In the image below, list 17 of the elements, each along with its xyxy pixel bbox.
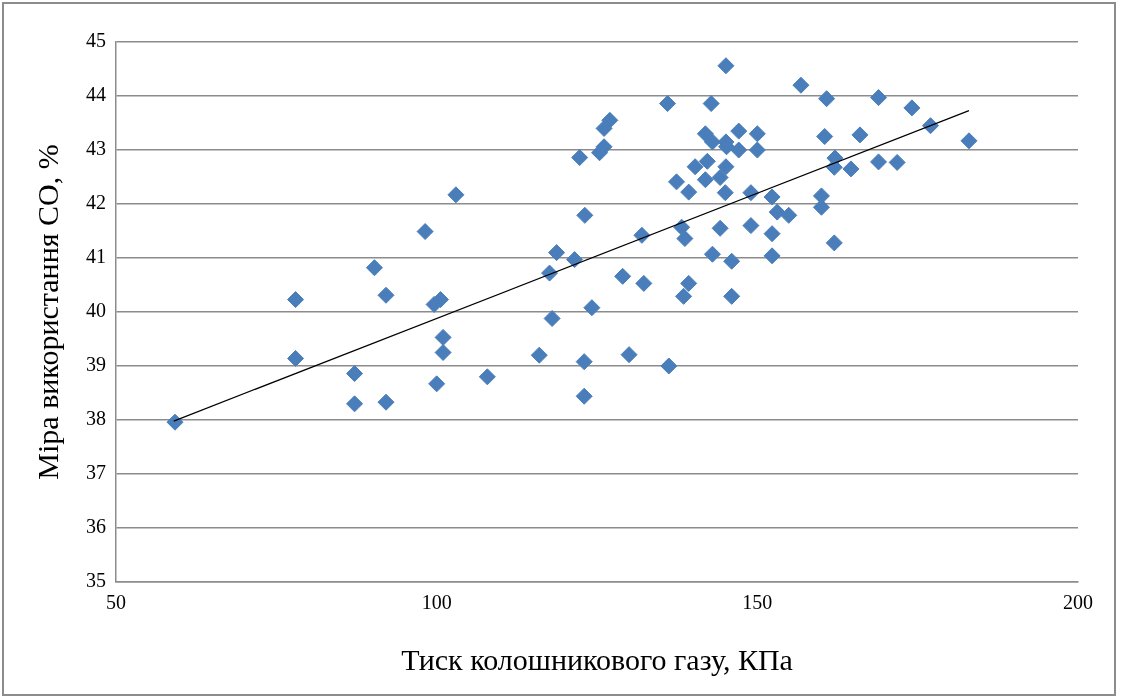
y-tick-label: 36	[86, 515, 106, 538]
y-tick-label: 42	[86, 191, 106, 214]
y-tick-label: 43	[86, 137, 106, 160]
y-tick-label: 44	[86, 83, 106, 106]
y-tick-label: 45	[86, 29, 106, 52]
y-axis-title: Міра використання СО, %	[30, 144, 64, 480]
y-tick-label: 35	[86, 569, 106, 592]
y-tick-label: 38	[86, 407, 106, 430]
y-tick-label: 41	[86, 245, 106, 268]
x-tick-label: 150	[742, 591, 773, 614]
y-tick-label: 40	[86, 299, 106, 322]
x-tick-label: 200	[1063, 591, 1093, 614]
x-tick-label: 50	[106, 591, 126, 614]
x-tick-label: 100	[421, 591, 452, 614]
y-tick-label: 37	[86, 461, 106, 484]
y-tick-label: 39	[86, 353, 106, 376]
x-axis-title: Тиск колошникового газу, КПа	[401, 642, 793, 676]
